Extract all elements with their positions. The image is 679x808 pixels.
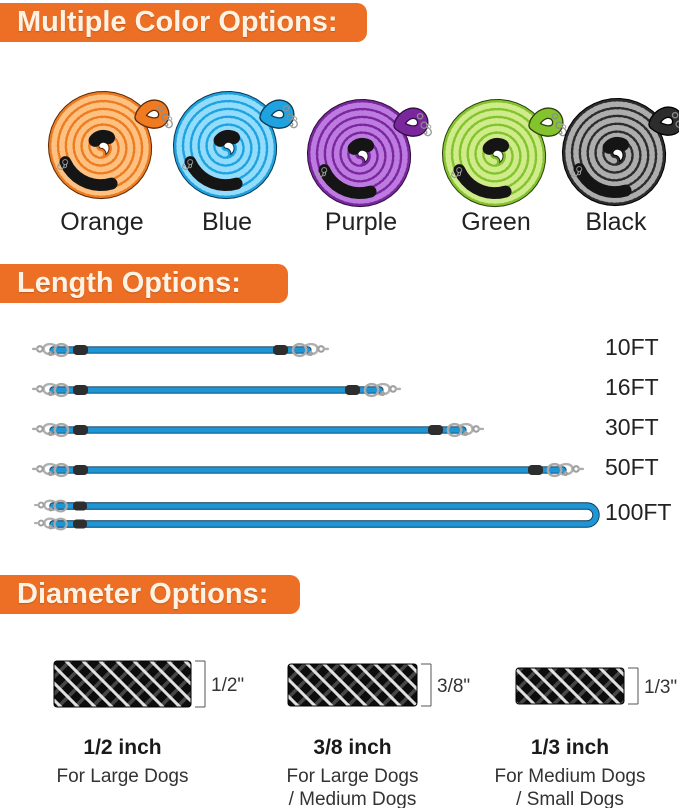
svg-text:3/8": 3/8"	[437, 676, 470, 697]
svg-text:1/2": 1/2"	[211, 675, 244, 696]
svg-text:1/3": 1/3"	[644, 677, 677, 698]
